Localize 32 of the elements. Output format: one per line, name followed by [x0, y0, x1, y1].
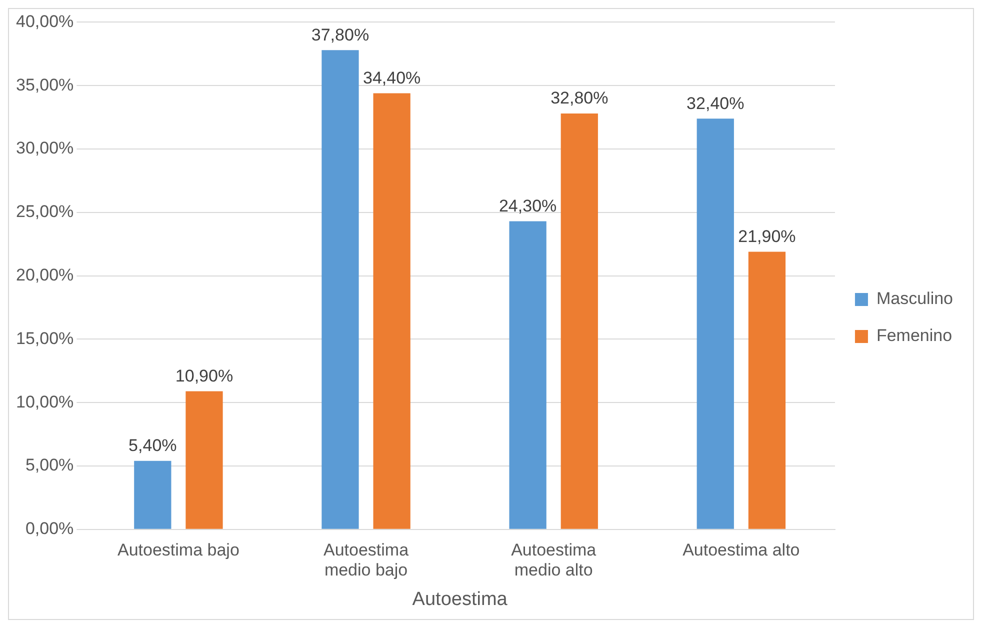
bar	[373, 93, 410, 529]
data-label: 10,90%	[175, 366, 234, 386]
data-label: 32,40%	[686, 94, 744, 113]
bar	[509, 221, 546, 529]
data-label: 32,80%	[550, 88, 608, 108]
y-tick-label: 35,00%	[16, 75, 74, 94]
bar	[748, 252, 786, 529]
bar	[322, 50, 359, 529]
data-label: 37,80%	[311, 25, 370, 44]
y-tick-label: 0,00%	[25, 519, 74, 538]
legend-label: Femenino	[876, 326, 952, 346]
data-label: 34,40%	[362, 68, 421, 88]
y-tick-label: 5,00%	[25, 456, 74, 475]
bar	[134, 460, 172, 529]
bar	[696, 118, 734, 529]
x-tick-label: Autoestima medio bajo	[324, 540, 410, 580]
x-axis-title: Autoestima	[412, 588, 508, 610]
bar	[186, 391, 223, 529]
bar	[560, 113, 598, 529]
x-tick-label: Autoestima alto	[682, 540, 800, 560]
y-tick-label: 10,00%	[16, 392, 74, 412]
y-tick-label: 40,00%	[16, 12, 74, 31]
y-tick-label: 15,00%	[16, 328, 74, 348]
y-tick-label: 25,00%	[16, 202, 74, 222]
x-tick-label: Autoestima medio alto	[511, 540, 597, 580]
x-tick-label: Autoestima bajo	[117, 540, 240, 560]
data-label: 5,40%	[128, 436, 177, 456]
y-tick-label: 30,00%	[16, 138, 74, 158]
y-tick-label: 20,00%	[16, 265, 74, 284]
legend-label: Masculino	[876, 289, 954, 308]
data-label: 21,90%	[738, 226, 796, 246]
data-label: 24,30%	[498, 196, 557, 216]
